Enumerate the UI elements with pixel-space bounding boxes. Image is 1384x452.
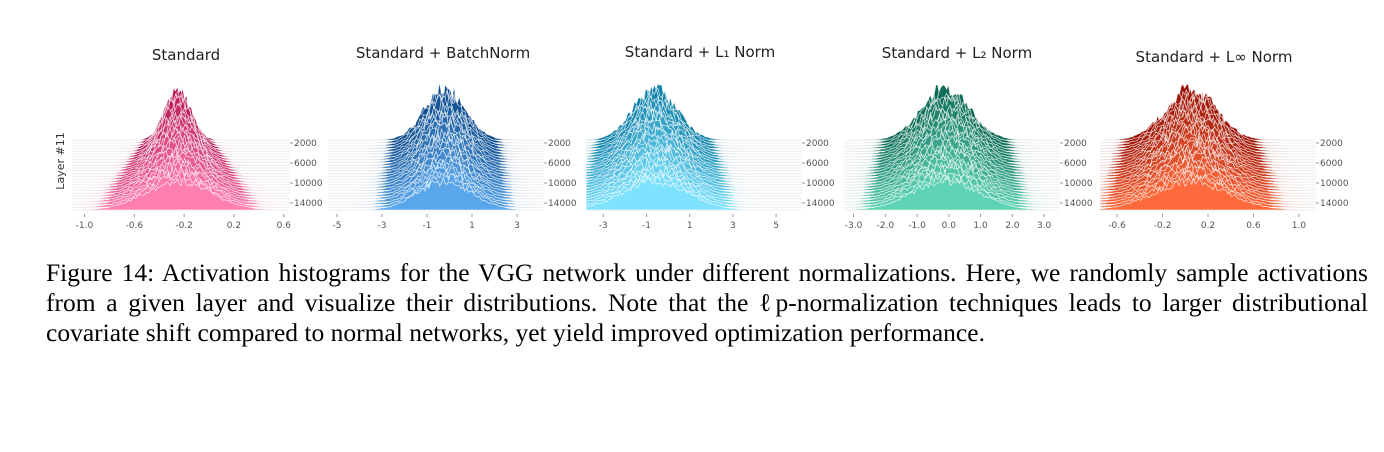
x-tick-label: -3 [378,221,387,231]
y-tick-label: 10000 [548,179,577,189]
x-tick-label: -5 [333,221,342,231]
y-axis-label: Layer #11 [54,132,67,189]
ridge-series [1099,177,1317,211]
histogram-panel-1: Standard Layer #11 2000 6000 10000 14000 -1.0 -… [54,46,323,231]
histogram-panel-4: Standard + L₂ Norm 2000 6000 10000 14000 -3.0… [843,44,1093,231]
figure-caption: Figure 14: Activation histograms for the… [46,258,1368,348]
y-tick-label: 10000 [294,179,323,189]
histogram-panel-5: Standard + L∞ Norm 2000 6000 10000 14000 -0.6… [1099,48,1349,231]
x-tick-label: -3.0 [845,221,863,231]
ridge-series [71,177,291,211]
y-tick-label: 10000 [806,179,835,189]
y-tick-label: 2000 [1320,139,1343,149]
y-tick-label: 6000 [1064,159,1087,169]
x-tick-label: -0.6 [1108,221,1126,231]
x-tick-label: -3 [599,221,608,231]
x-tick-label: 2.0 [1005,221,1020,231]
y-tick-label: 2000 [806,139,829,149]
x-tick-label: 1 [469,221,475,231]
histogram-panel-2: Standard + BatchNorm 2000 6000 10000 14000 -5… [328,44,577,231]
x-tick-label: 0.0 [942,221,957,231]
x-tick-label: -1.0 [76,221,94,231]
x-tick-label: 5 [773,221,779,231]
panel-title: Standard [152,46,220,64]
y-tick-label: 6000 [548,159,571,169]
x-tick-label: 0.2 [227,221,241,231]
ridge-series [843,176,1061,211]
y-tick-label: 10000 [1320,179,1349,189]
x-tick-label: -0.2 [1154,221,1172,231]
x-tick-label: 3 [730,221,736,231]
x-tick-label: 3.0 [1037,221,1052,231]
y-tick-label: 14000 [1064,199,1093,209]
x-tick-label: -1 [642,221,651,231]
ridge-series [585,176,802,211]
panel-title: Standard + BatchNorm [356,44,530,62]
x-tick-label: -1.0 [908,221,926,231]
y-tick-label: 6000 [1320,159,1343,169]
x-tick-label: 0.2 [1201,221,1215,231]
x-tick-label: 1 [687,221,693,231]
x-tick-label: -0.2 [175,221,193,231]
y-tick-label: 6000 [294,159,317,169]
y-tick-label: 14000 [806,199,835,209]
histogram-panels: Standard Layer #11 2000 6000 10000 14000 -1.0 -… [54,43,1349,231]
y-tick-label: 14000 [548,199,577,209]
panel-title: Standard + L₂ Norm [882,44,1032,62]
x-tick-label: 1.0 [973,221,988,231]
x-tick-label: 0.6 [277,221,292,231]
panel-title: Standard + L₁ Norm [625,43,775,61]
x-tick-label: 1.0 [1292,221,1307,231]
histogram-panel-3: Standard + L₁ Norm 2000 6000 10000 14000 -3 -1… [585,43,835,231]
x-tick-label: -1 [423,221,432,231]
y-tick-label: 2000 [294,139,317,149]
y-tick-label: 14000 [1320,199,1349,209]
panel-title: Standard + L∞ Norm [1136,48,1293,66]
caption-label: Figure 14: [46,258,155,287]
x-tick-label: -2.0 [877,221,895,231]
x-tick-label: 3 [514,221,520,231]
x-tick-label: 0.6 [1246,221,1261,231]
y-tick-label: 2000 [1064,139,1087,149]
y-tick-label: 14000 [294,199,323,209]
y-tick-label: 10000 [1064,179,1093,189]
ridge-series [328,175,544,211]
x-tick-label: -0.6 [126,221,144,231]
caption-text: Activation histograms for the VGG networ… [46,258,1368,347]
y-tick-label: 2000 [548,139,571,149]
y-tick-label: 6000 [806,159,829,169]
